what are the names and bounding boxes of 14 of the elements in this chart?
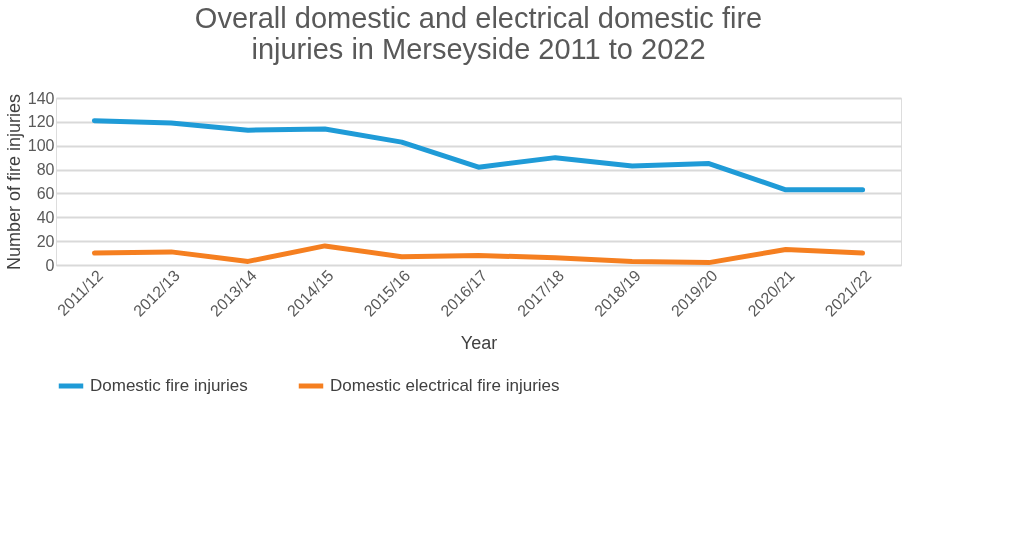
y-tick-label: 140 bbox=[27, 89, 55, 107]
y-tick-label: 0 bbox=[45, 256, 55, 274]
y-tick-label: 120 bbox=[27, 113, 55, 131]
text: Overall domestic and electrical domestic fire bbox=[194, 2, 763, 34]
y-tick-label: 60 bbox=[36, 184, 55, 202]
text: injuries in Merseyside 2011 to 2022 bbox=[251, 33, 706, 65]
y-tick-label: 20 bbox=[36, 232, 55, 250]
y-tick-label: 100 bbox=[27, 137, 55, 155]
y-axis-title: Number of fire injuries bbox=[3, 93, 24, 271]
x-axis-title: Year bbox=[460, 332, 498, 353]
legend-label: Domestic fire injuries bbox=[90, 376, 248, 395]
legend-label: Domestic electrical fire injuries bbox=[330, 376, 560, 395]
y-tick-label: 80 bbox=[36, 161, 55, 179]
y-tick-label: 40 bbox=[36, 208, 55, 226]
